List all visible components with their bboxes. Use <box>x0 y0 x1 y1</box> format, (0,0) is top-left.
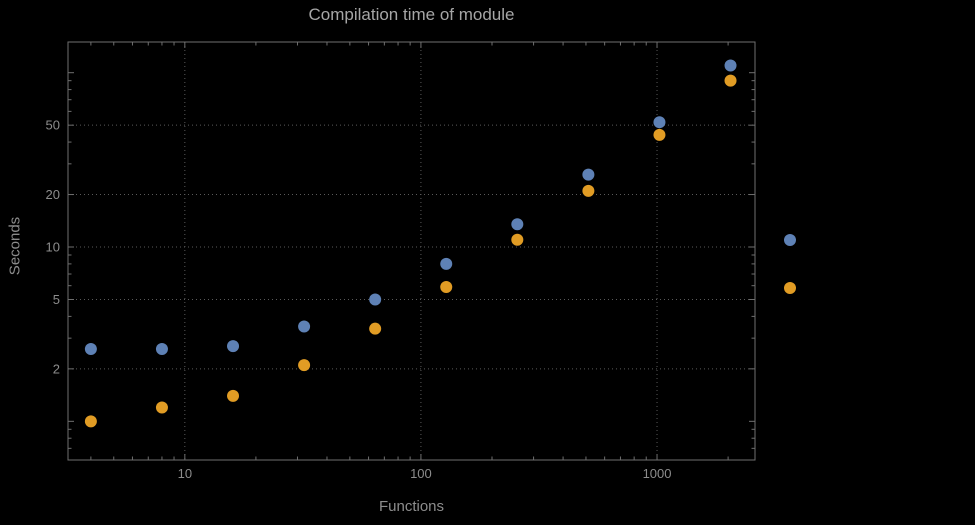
data-point-series-2 <box>440 280 453 293</box>
data-point-series-2 <box>369 322 382 335</box>
plot-frame <box>67 41 756 461</box>
data-point-series-1 <box>724 59 737 72</box>
data-point-series-2 <box>298 359 311 372</box>
legend-marker-series-1 <box>784 234 796 246</box>
y-tick-label: 20 <box>46 187 60 202</box>
x-axis-label: Functions <box>378 498 445 515</box>
data-point-series-2 <box>724 74 737 87</box>
x-tick-label: 10 <box>178 466 192 481</box>
data-point-series-1 <box>227 340 240 353</box>
y-tick-label: 2 <box>53 361 60 376</box>
data-point-series-2 <box>511 233 524 246</box>
data-point-series-1 <box>582 168 595 181</box>
data-point-series-2 <box>155 401 168 414</box>
data-point-series-1 <box>298 320 311 333</box>
data-point-series-2 <box>84 415 97 428</box>
y-tick-label: 50 <box>46 118 60 133</box>
data-point-series-2 <box>582 184 595 197</box>
y-axis-label: Seconds <box>6 216 24 276</box>
y-tick-label: 10 <box>46 240 60 255</box>
data-point-series-1 <box>440 257 453 270</box>
data-point-series-1 <box>155 342 168 355</box>
data-point-series-1 <box>369 293 382 306</box>
x-tick-label: 1000 <box>643 466 672 481</box>
data-point-series-1 <box>84 342 97 355</box>
data-point-series-2 <box>227 389 240 402</box>
legend-marker-series-2 <box>784 282 796 294</box>
data-point-series-2 <box>653 128 666 141</box>
data-point-series-1 <box>511 218 524 231</box>
chart-title: Compilation time of module <box>308 5 515 24</box>
x-tick-label: 100 <box>410 466 432 481</box>
data-point-series-1 <box>653 116 666 129</box>
y-tick-label: 5 <box>53 292 60 307</box>
